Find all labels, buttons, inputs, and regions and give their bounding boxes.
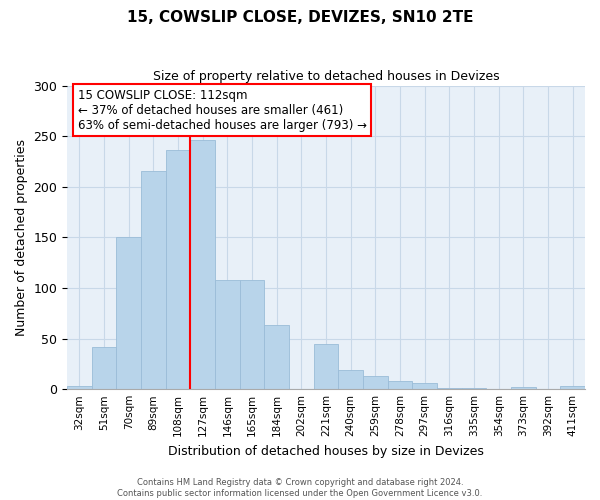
Bar [560, 386, 585, 389]
Text: 15 COWSLIP CLOSE: 112sqm
← 37% of detached houses are smaller (461)
63% of semi-: 15 COWSLIP CLOSE: 112sqm ← 37% of detach… [77, 88, 367, 132]
Text: Contains HM Land Registry data © Crown copyright and database right 2024.
Contai: Contains HM Land Registry data © Crown c… [118, 478, 482, 498]
Bar [265, 326, 289, 389]
Title: Size of property relative to detached houses in Devizes: Size of property relative to detached ho… [153, 70, 499, 83]
Bar [437, 388, 462, 389]
X-axis label: Distribution of detached houses by size in Devizes: Distribution of detached houses by size … [168, 444, 484, 458]
Bar [314, 344, 338, 389]
Bar [511, 387, 536, 389]
Bar [166, 150, 190, 389]
Bar [190, 140, 215, 389]
Bar [67, 386, 92, 389]
Bar [116, 238, 141, 389]
Bar [388, 381, 412, 389]
Bar [92, 346, 116, 389]
Text: 15, COWSLIP CLOSE, DEVIZES, SN10 2TE: 15, COWSLIP CLOSE, DEVIZES, SN10 2TE [127, 10, 473, 25]
Bar [141, 170, 166, 389]
Y-axis label: Number of detached properties: Number of detached properties [15, 139, 28, 336]
Bar [363, 376, 388, 389]
Bar [462, 388, 487, 389]
Bar [338, 370, 363, 389]
Bar [215, 280, 240, 389]
Bar [412, 383, 437, 389]
Bar [240, 280, 265, 389]
